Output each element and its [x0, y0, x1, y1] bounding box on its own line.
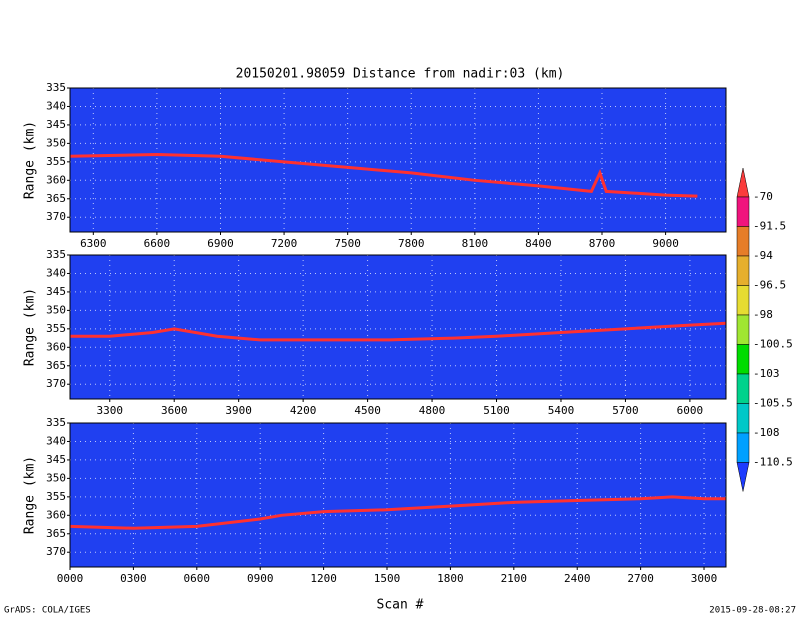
x-tick-label: 5700 — [612, 404, 639, 417]
y-tick-label: 365 — [46, 527, 66, 540]
y-tick-label: 355 — [46, 322, 66, 335]
y-axis-label: Range (km) — [23, 288, 38, 366]
y-tick-label: 345 — [46, 118, 66, 131]
surface-trace — [69, 152, 698, 198]
y-tick-label: 370 — [46, 545, 66, 558]
x-tick-label: 0600 — [184, 572, 211, 585]
plot-background — [70, 423, 726, 567]
y-tick-label: 340 — [46, 99, 66, 112]
colorbar-label: -94 — [753, 249, 773, 262]
plot-background — [70, 255, 726, 399]
colorbar-label: -96.5 — [753, 279, 786, 292]
colorbar-segment — [736, 462, 750, 492]
plot-frame — [69, 422, 727, 568]
x-tick-label: 3900 — [225, 404, 252, 417]
colorbar-label: -105.5 — [753, 397, 793, 410]
x-tick-label: 8700 — [589, 237, 616, 250]
plot-background — [70, 88, 726, 232]
x-tick-label: 6000 — [677, 404, 704, 417]
y-tick-label: 350 — [46, 136, 66, 149]
y-tick-label: 345 — [46, 285, 66, 298]
colorbar-label: -108 — [753, 426, 780, 439]
colorbar-segment — [736, 314, 750, 345]
y-tick-label: 345 — [46, 453, 66, 466]
colorbar-segment — [736, 432, 750, 463]
y-tick-label: 340 — [46, 434, 66, 447]
x-tick-label: 0000 — [57, 572, 84, 585]
x-tick-label: 2400 — [564, 572, 591, 585]
x-tick-label: 1200 — [310, 572, 337, 585]
y-tick-label: 355 — [46, 490, 66, 503]
footer-right: 2015-09-28-08:27 — [709, 606, 796, 616]
y-tick-label: 335 — [46, 81, 66, 94]
footer-left: GrADS: COLA/IGES — [4, 606, 91, 616]
y-tick-label: 355 — [46, 155, 66, 168]
y-tick-label: 360 — [46, 508, 66, 521]
y-tick-label: 335 — [46, 416, 66, 429]
x-tick-label: 6900 — [207, 237, 234, 250]
colorbar-segment — [736, 373, 750, 404]
y-tick-label: 365 — [46, 359, 66, 372]
y-tick-label: 350 — [46, 303, 66, 316]
x-tick-label: 7200 — [271, 237, 298, 250]
colorbar-segment — [736, 196, 750, 227]
y-tick-label: 360 — [46, 173, 66, 186]
x-tick-label: 2700 — [627, 572, 654, 585]
x-tick-label: 5400 — [548, 404, 575, 417]
x-tick-label: 4500 — [354, 404, 381, 417]
colorbar-segment — [736, 344, 750, 375]
x-tick-label: 7800 — [398, 237, 425, 250]
x-tick-label: 2100 — [501, 572, 528, 585]
x-tick-label: 7500 — [334, 237, 361, 250]
x-tick-label: 1800 — [437, 572, 464, 585]
colorbar-segment — [736, 403, 750, 434]
colorbar-label: -70 — [753, 190, 773, 203]
plot-frame — [69, 87, 727, 233]
y-tick-label: 370 — [46, 210, 66, 223]
colorbar-label: -91.5 — [753, 220, 786, 233]
y-axis-label: Range (km) — [23, 121, 38, 199]
x-tick-label: 9000 — [652, 237, 679, 250]
x-tick-label: 6600 — [144, 237, 171, 250]
x-tick-label: 6300 — [80, 237, 107, 250]
colorbar-segment — [736, 255, 750, 286]
x-tick-label: 4800 — [419, 404, 446, 417]
x-tick-label: 3600 — [161, 404, 188, 417]
x-tick-label: 1500 — [374, 572, 401, 585]
x-tick-label: 0900 — [247, 572, 274, 585]
y-tick-label: 340 — [46, 266, 66, 279]
y-axis-label: Range (km) — [23, 456, 38, 534]
colorbar-segment — [736, 167, 750, 198]
colorbar-label: -100.5 — [753, 338, 793, 351]
x-axis-label: Scan # — [377, 598, 424, 613]
x-tick-label: 3000 — [691, 572, 718, 585]
surface-trace — [70, 321, 727, 342]
colorbar-segment — [736, 226, 750, 257]
y-tick-label: 335 — [46, 248, 66, 261]
y-tick-label: 360 — [46, 340, 66, 353]
plot-frame — [69, 254, 727, 400]
x-tick-label: 8100 — [462, 237, 489, 250]
x-tick-label: 3300 — [97, 404, 124, 417]
colorbar-label: -103 — [753, 367, 780, 380]
y-tick-label: 365 — [46, 192, 66, 205]
x-tick-label: 4200 — [290, 404, 317, 417]
surface-trace — [69, 495, 726, 530]
colorbar-label: -98 — [753, 308, 773, 321]
chart-title: 20150201.98059 Distance from nadir:03 (k… — [236, 67, 565, 82]
x-tick-label: 8400 — [525, 237, 552, 250]
x-tick-label: 0300 — [120, 572, 147, 585]
colorbar-segment — [736, 285, 750, 316]
x-tick-label: 5100 — [483, 404, 510, 417]
y-tick-label: 370 — [46, 377, 66, 390]
colorbar-label: -110.5 — [753, 456, 793, 469]
y-tick-label: 350 — [46, 471, 66, 484]
